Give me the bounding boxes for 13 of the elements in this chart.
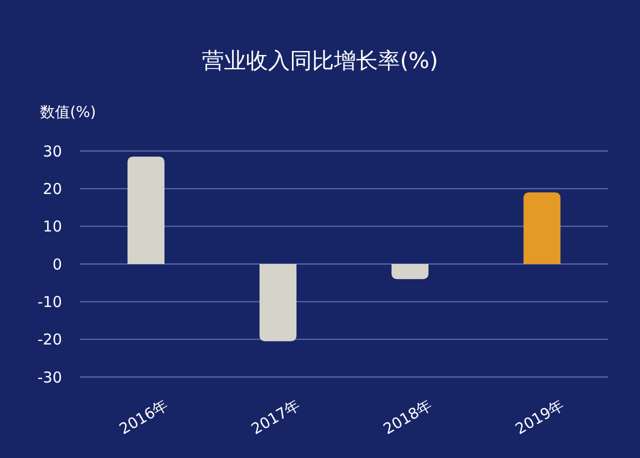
y-tick-label: -20 (38, 330, 62, 349)
y-tick-label: 0 (52, 255, 62, 274)
y-tick-label: 30 (42, 142, 62, 160)
y-tick-label: -10 (38, 292, 62, 311)
y-tick-label: -30 (38, 368, 62, 386)
chart-title: 营业收入同比增长率(%) (202, 49, 438, 74)
y-axis-title: 数值(%) (40, 103, 96, 121)
bar (524, 192, 560, 264)
bar (128, 156, 164, 264)
bar (260, 264, 296, 342)
y-tick-label: 20 (42, 180, 62, 198)
bar (392, 264, 428, 280)
y-tick-label: 10 (42, 218, 62, 236)
